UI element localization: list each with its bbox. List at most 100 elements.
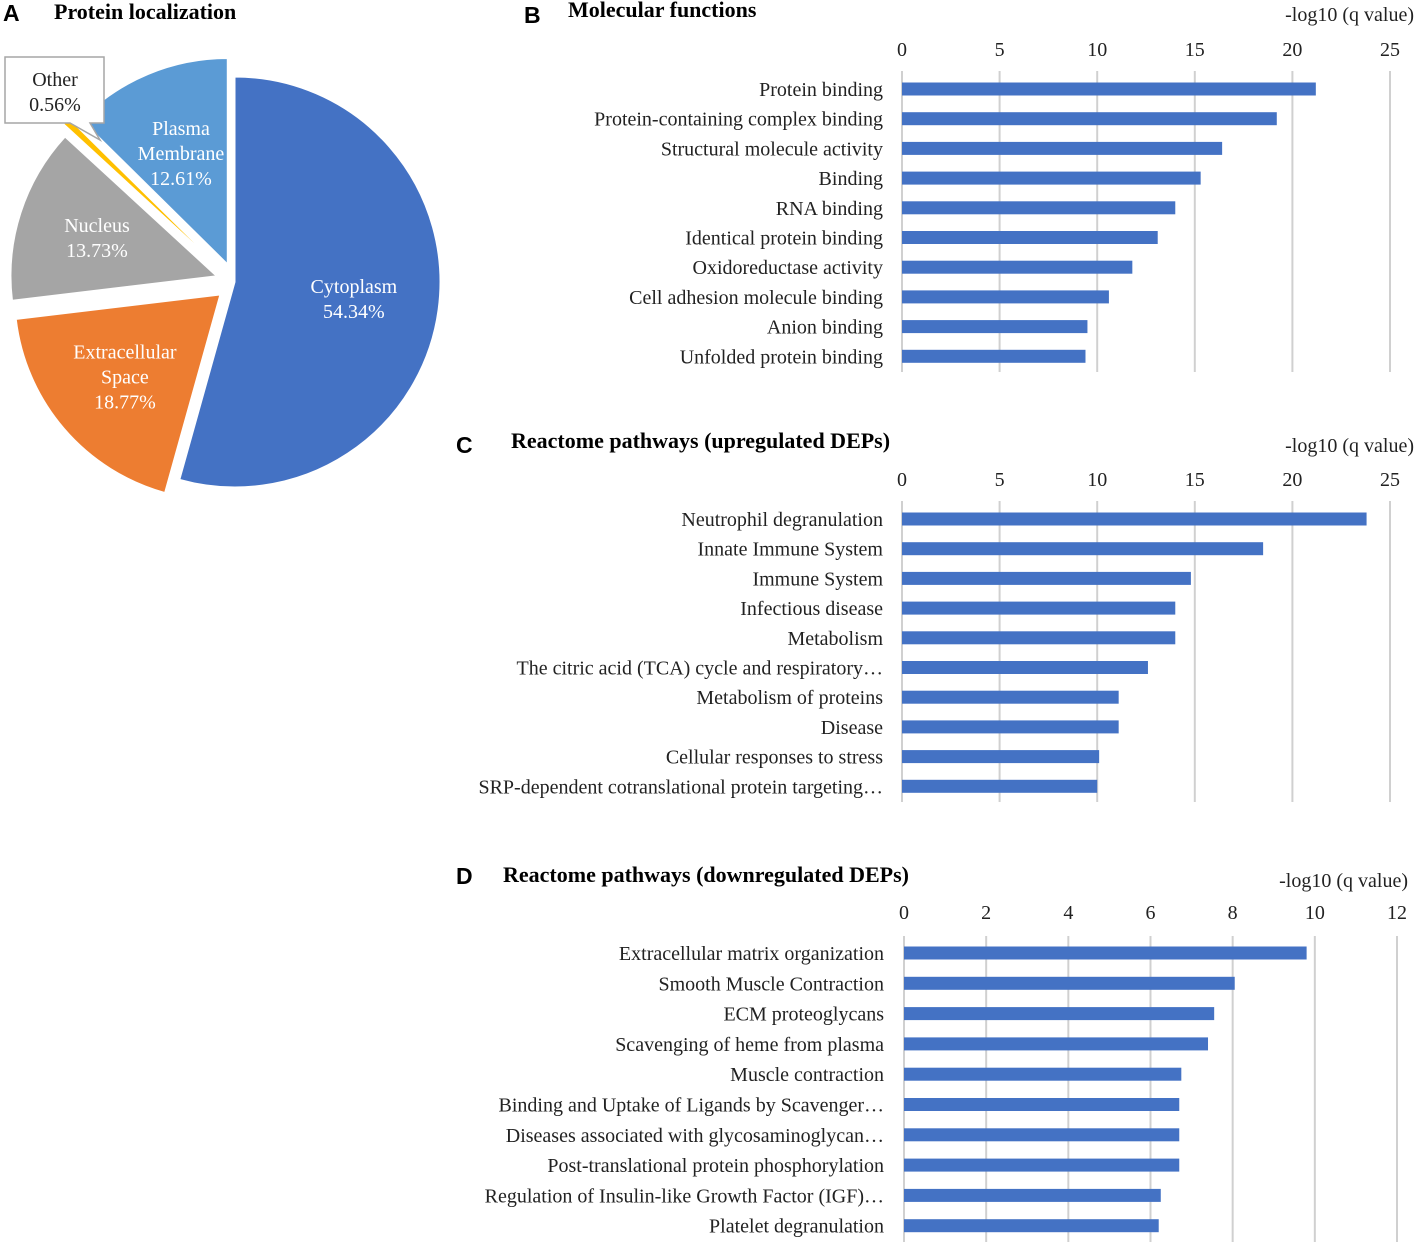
panel-d-tick-label-4: 4 bbox=[1063, 902, 1073, 924]
panel-letter-c: C bbox=[456, 432, 473, 458]
panel-c-tick-label-20: 20 bbox=[1282, 469, 1302, 491]
panel-b-category-label-10: Unfolded protein binding bbox=[680, 346, 883, 368]
panel-c-plot: 0 5 10 15 20 25 Neutrophil degranulation Innate… bbox=[478, 469, 1400, 802]
panel-d-tick-label-6: 6 bbox=[1146, 902, 1156, 924]
panel-d-category-label-4: Scavenging of heme from plasma bbox=[615, 1034, 884, 1056]
pie-label-extracellular-space-name: Extracellular bbox=[73, 341, 177, 363]
panel-d-bar-10 bbox=[904, 1219, 1159, 1233]
panel-d-title: Reactome pathways (downregulated DEPs) bbox=[503, 862, 909, 887]
pie-slices bbox=[10, 58, 441, 494]
panel-letter-d: D bbox=[456, 863, 473, 889]
pie-slice-extracellular-space bbox=[15, 294, 221, 494]
panel-c-tick-label-15: 15 bbox=[1185, 469, 1205, 491]
panel-d-bar-2 bbox=[904, 976, 1235, 990]
pie-labels: Cytoplasm 54.34% Extracellular Space 18.77% N… bbox=[4, 56, 398, 413]
panel-d-bar-5 bbox=[904, 1067, 1182, 1081]
pie-label-plasma-membrane-name: Membrane bbox=[138, 143, 225, 165]
panel-d-category-label-1: Extracellular matrix organization bbox=[619, 943, 884, 965]
panel-d-bar-chart: D Reactome pathways (downregulated DEPs)… bbox=[456, 862, 1408, 1242]
panel-b-category-label-8: Cell adhesion molecule binding bbox=[629, 287, 883, 309]
panel-c-category-label-2: Innate Immune System bbox=[697, 539, 883, 561]
panel-b-bar-3 bbox=[902, 141, 1223, 155]
panel-c-title: Reactome pathways (upregulated DEPs) bbox=[511, 428, 890, 453]
panel-c-bar-8 bbox=[902, 720, 1119, 734]
pie-label-cytoplasm-value: 54.34% bbox=[323, 301, 385, 323]
panel-c-tick-label-5: 5 bbox=[995, 469, 1005, 491]
pie-label-nucleus-value: 13.73% bbox=[66, 240, 128, 262]
pie-callout-other: Other 0.56% bbox=[4, 56, 105, 143]
panel-c-bar-7 bbox=[902, 690, 1119, 704]
panel-d-bar-3 bbox=[904, 1007, 1215, 1021]
panel-b-bar-7 bbox=[902, 260, 1133, 274]
pie-label-other-name: Other bbox=[32, 69, 78, 91]
panel-c-tick-label-25: 25 bbox=[1380, 469, 1400, 491]
pie-label-extracellular-space-value: 18.77% bbox=[94, 391, 156, 413]
panel-b-category-label-7: Oxidoreductase activity bbox=[693, 257, 884, 279]
panel-c-tick-label-0: 0 bbox=[897, 469, 907, 491]
panel-d-category-label-8: Post-translational protein phosphorylati… bbox=[547, 1155, 884, 1177]
panel-d-category-label-2: Smooth Muscle Contraction bbox=[658, 973, 884, 995]
panel-b-axis-title: -log10 (q value) bbox=[1285, 4, 1414, 26]
panel-b-category-label-9: Anion binding bbox=[767, 317, 883, 339]
panel-d-tick-label-8: 8 bbox=[1228, 902, 1238, 924]
pie-slice-nucleus bbox=[10, 136, 218, 301]
panel-d-bar-1 bbox=[904, 946, 1307, 960]
panel-d-plot: 0 2 4 6 8 10 12 Extracellular matrix organizati… bbox=[485, 902, 1407, 1242]
panel-b-tick-label-25: 25 bbox=[1380, 39, 1400, 61]
panel-b-tick-label-20: 20 bbox=[1282, 39, 1302, 61]
panel-b-category-label-5: RNA binding bbox=[776, 198, 883, 220]
panel-b-category-label-3: Structural molecule activity bbox=[661, 138, 883, 160]
pie-slice-cytoplasm bbox=[179, 76, 441, 488]
panel-c-bar-5 bbox=[902, 631, 1176, 645]
panel-b-category-label-1: Protein binding bbox=[759, 79, 883, 101]
panel-b-bar-4 bbox=[902, 171, 1201, 185]
panel-d-tick-label-10: 10 bbox=[1305, 902, 1325, 924]
panel-b-bar-10 bbox=[902, 349, 1086, 363]
panel-a-pie-chart: A Protein localization Cytoplasm 54.34% Ex… bbox=[3, 0, 441, 494]
pie-label-nucleus-name: Nucleus bbox=[64, 215, 130, 237]
panel-b-bar-6 bbox=[902, 231, 1158, 244]
pie-label-plasma-membrane-name: Plasma bbox=[152, 118, 210, 140]
panel-d-category-label-9: Regulation of Insulin-like Growth Factor… bbox=[485, 1185, 884, 1207]
panel-d-tick-label-0: 0 bbox=[899, 902, 909, 924]
panel-d-tick-label-2: 2 bbox=[981, 902, 991, 924]
panel-b-title: Molecular functions bbox=[568, 0, 757, 22]
pie-label-other-value: 0.56% bbox=[29, 94, 81, 116]
panel-c-bar-10 bbox=[902, 779, 1098, 793]
panel-d-category-label-5: Muscle contraction bbox=[730, 1064, 884, 1086]
panel-c-category-label-8: Disease bbox=[821, 717, 883, 739]
panel-b-bar-5 bbox=[902, 201, 1176, 215]
panel-c-bar-6 bbox=[902, 661, 1148, 674]
panel-d-axis-title: -log10 (q value) bbox=[1279, 870, 1408, 892]
pie-label-plasma-membrane-value: 12.61% bbox=[150, 168, 212, 190]
pie-label-extracellular-space-name: Space bbox=[101, 366, 149, 388]
pie-label-cytoplasm-name: Cytoplasm bbox=[311, 276, 398, 298]
panel-c-category-label-5: Metabolism bbox=[787, 628, 883, 650]
panel-c-bar-9 bbox=[902, 750, 1100, 764]
panel-b-tick-label-10: 10 bbox=[1087, 39, 1107, 61]
panel-c-bar-2 bbox=[902, 542, 1264, 556]
panel-d-bar-7 bbox=[904, 1128, 1180, 1142]
panel-b-bar-8 bbox=[902, 290, 1109, 304]
panel-c-bar-4 bbox=[902, 601, 1176, 615]
panel-b-category-label-2: Protein-containing complex binding bbox=[594, 109, 883, 131]
panel-b-tick-label-5: 5 bbox=[995, 39, 1005, 61]
panel-c-category-label-9: Cellular responses to stress bbox=[666, 747, 883, 769]
panel-d-bar-4 bbox=[904, 1037, 1209, 1051]
panel-c-category-label-4: Infectious disease bbox=[740, 598, 883, 620]
panel-c-bar-3 bbox=[902, 571, 1191, 585]
panel-b-bar-9 bbox=[902, 320, 1088, 334]
panel-c-bar-1 bbox=[902, 512, 1367, 526]
panel-b-bar-chart: B Molecular functions -log10 (q value) 0… bbox=[524, 0, 1414, 372]
panel-c-axis-title: -log10 (q value) bbox=[1285, 435, 1414, 457]
panel-d-tick-label-12: 12 bbox=[1387, 902, 1407, 924]
panel-d-bar-9 bbox=[904, 1188, 1161, 1202]
panel-c-category-label-1: Neutrophil degranulation bbox=[681, 509, 883, 531]
panel-b-category-label-4: Binding bbox=[819, 168, 883, 190]
panel-c-category-label-10: SRP-dependent cotranslational protein ta… bbox=[478, 776, 883, 798]
panel-b-bar-2 bbox=[902, 112, 1277, 126]
panel-b-category-label-6: Identical protein binding bbox=[685, 228, 883, 250]
panel-c-category-label-6: The citric acid (TCA) cycle and respirat… bbox=[516, 658, 883, 680]
panel-c-tick-label-10: 10 bbox=[1087, 469, 1107, 491]
